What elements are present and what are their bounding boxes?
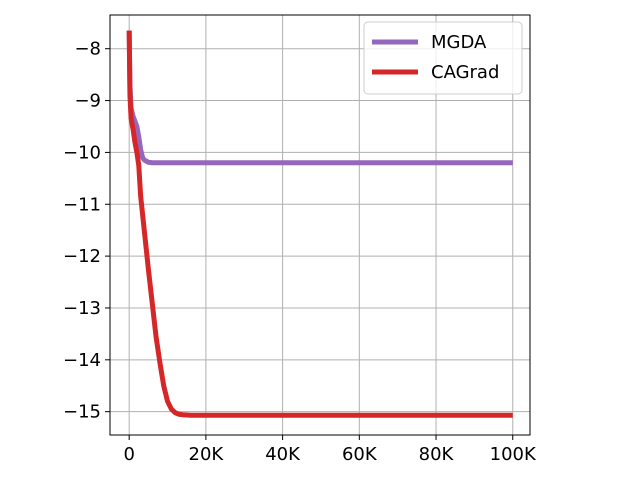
legend-label-cagrad: CAGrad — [431, 62, 499, 83]
x-tick-label: 20K — [189, 444, 225, 465]
y-tick-label: −12 — [63, 246, 101, 267]
legend: MGDA CAGrad — [363, 21, 523, 95]
y-tick-label: −14 — [63, 350, 101, 371]
y-tick-label: −15 — [63, 402, 101, 423]
y-tick-label: −10 — [63, 142, 101, 163]
axis-ticks: 0 20K 40K 60K 80K 100K −8 −9 −10 −11 −12 −13 −14 −15 — [63, 39, 537, 465]
y-tick-label: −11 — [63, 194, 101, 215]
y-tick-label: −13 — [63, 298, 101, 319]
plot-frame — [109, 14, 531, 436]
x-tick-label: 80K — [419, 444, 455, 465]
x-tick-label: 40K — [265, 444, 301, 465]
x-tick-label: 60K — [342, 444, 378, 465]
series-lines — [126, 30, 513, 418]
legend-label-mgda: MGDA — [431, 32, 487, 53]
y-tick-label: −8 — [74, 39, 101, 60]
x-tick-label: 100K — [490, 444, 537, 465]
y-tick-label: −9 — [74, 91, 101, 112]
x-tick-label: 0 — [123, 444, 134, 465]
series-line-cagrad — [126, 30, 513, 418]
